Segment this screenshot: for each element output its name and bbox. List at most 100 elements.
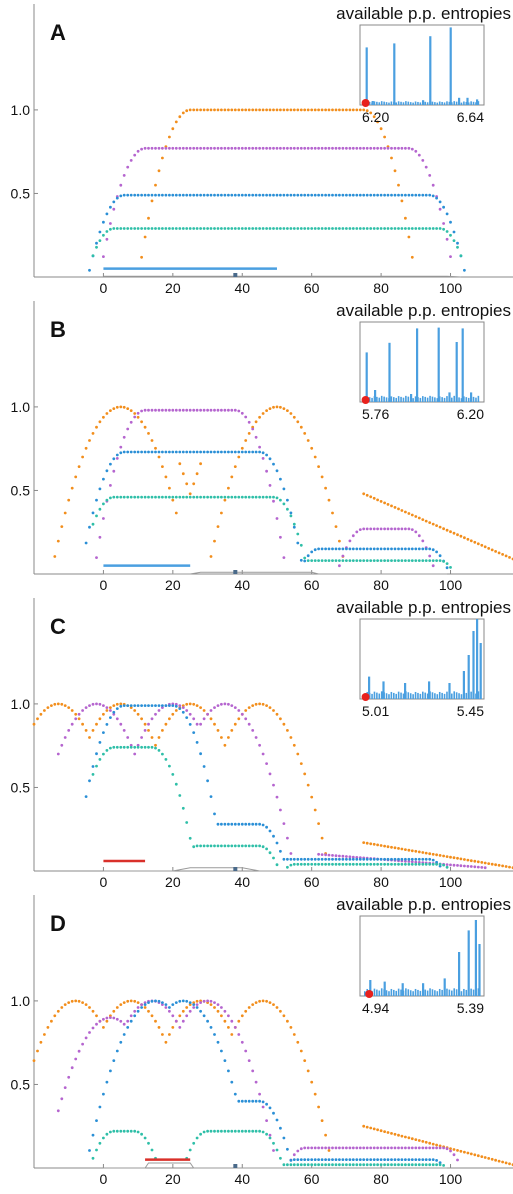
data-point <box>421 1140 425 1143</box>
data-point <box>213 146 216 150</box>
data-point <box>358 547 362 551</box>
data-point <box>244 1129 248 1133</box>
data-point <box>230 146 234 150</box>
data-point <box>497 1159 501 1163</box>
inset-bar <box>466 97 469 105</box>
data-point <box>227 108 230 112</box>
data-point <box>428 547 432 551</box>
inset-bar <box>390 988 393 996</box>
x-tick-label: 40 <box>234 1171 250 1187</box>
inset-bar <box>479 643 482 699</box>
data-point <box>150 408 154 412</box>
data-point <box>129 743 133 747</box>
data-point <box>282 193 286 197</box>
data-point <box>310 446 314 450</box>
data-point <box>181 999 185 1003</box>
inset-bar <box>448 101 451 105</box>
data-point <box>227 450 230 454</box>
data-point <box>376 146 379 150</box>
baseline-curve <box>103 867 448 872</box>
data-point <box>133 412 137 415</box>
data-point <box>372 146 376 150</box>
data-point <box>119 194 123 198</box>
inset-x-max-label: 6.20 <box>457 406 484 422</box>
data-point <box>317 193 320 197</box>
data-point <box>404 848 407 851</box>
data-point <box>95 556 98 559</box>
y-tick-label: 1.0 <box>11 399 31 415</box>
data-point <box>237 450 241 454</box>
data-point <box>286 1147 289 1151</box>
data-point <box>39 712 43 716</box>
data-point <box>216 704 220 707</box>
data-point <box>188 495 192 499</box>
inset-bar <box>465 101 468 105</box>
data-point <box>209 795 213 798</box>
data-point <box>372 547 376 551</box>
inset-bar <box>431 396 434 402</box>
data-point <box>393 193 397 197</box>
data-point <box>112 469 116 473</box>
data-point <box>206 844 210 848</box>
data-point <box>56 702 60 706</box>
data-point <box>386 547 390 551</box>
data-point <box>154 999 157 1003</box>
data-point <box>279 808 282 812</box>
data-point <box>129 1129 133 1133</box>
inset-bar <box>424 692 427 699</box>
data-point <box>483 1156 487 1159</box>
data-point <box>227 702 230 706</box>
data-point <box>317 1163 320 1167</box>
data-point <box>431 564 435 568</box>
inset-bar <box>458 952 461 996</box>
data-point <box>188 1001 192 1004</box>
data-point <box>417 193 421 197</box>
inset-bar <box>388 342 391 402</box>
data-point <box>327 547 331 551</box>
data-point <box>268 407 272 410</box>
data-point <box>88 704 91 707</box>
inset-bar <box>476 619 479 699</box>
data-point <box>404 559 407 562</box>
data-point <box>213 193 216 197</box>
data-point <box>195 472 199 476</box>
data-point <box>320 1119 324 1122</box>
inset-bar <box>441 989 443 996</box>
data-point <box>386 193 390 197</box>
data-point <box>126 407 130 410</box>
inset-bar <box>405 101 407 105</box>
data-point <box>310 1158 314 1161</box>
data-point <box>386 845 390 849</box>
data-point <box>407 857 411 861</box>
data-point <box>67 706 71 709</box>
data-point <box>313 857 317 861</box>
data-point <box>261 702 265 706</box>
data-point <box>199 108 203 112</box>
data-point <box>265 108 268 112</box>
inset-bar <box>412 102 414 105</box>
inset-bar <box>463 396 465 402</box>
data-point <box>199 193 203 197</box>
inset-bar <box>470 988 472 996</box>
data-point <box>292 415 296 419</box>
data-point <box>171 146 175 150</box>
data-point <box>192 193 196 197</box>
data-point <box>310 1146 314 1150</box>
data-point <box>358 227 362 230</box>
data-point <box>143 408 147 412</box>
data-point <box>230 844 234 848</box>
data-point <box>143 235 147 239</box>
series-purple <box>56 999 459 1162</box>
y-tick-label: 1.0 <box>11 993 31 1009</box>
data-point <box>390 146 393 150</box>
data-point <box>324 227 327 230</box>
x-tick-label: 20 <box>165 280 181 296</box>
series-blue <box>88 193 466 272</box>
data-point <box>84 1036 88 1040</box>
data-point <box>98 420 102 424</box>
data-point <box>362 227 366 230</box>
data-point <box>88 525 91 529</box>
data-point <box>428 227 432 230</box>
data-point <box>435 550 438 554</box>
